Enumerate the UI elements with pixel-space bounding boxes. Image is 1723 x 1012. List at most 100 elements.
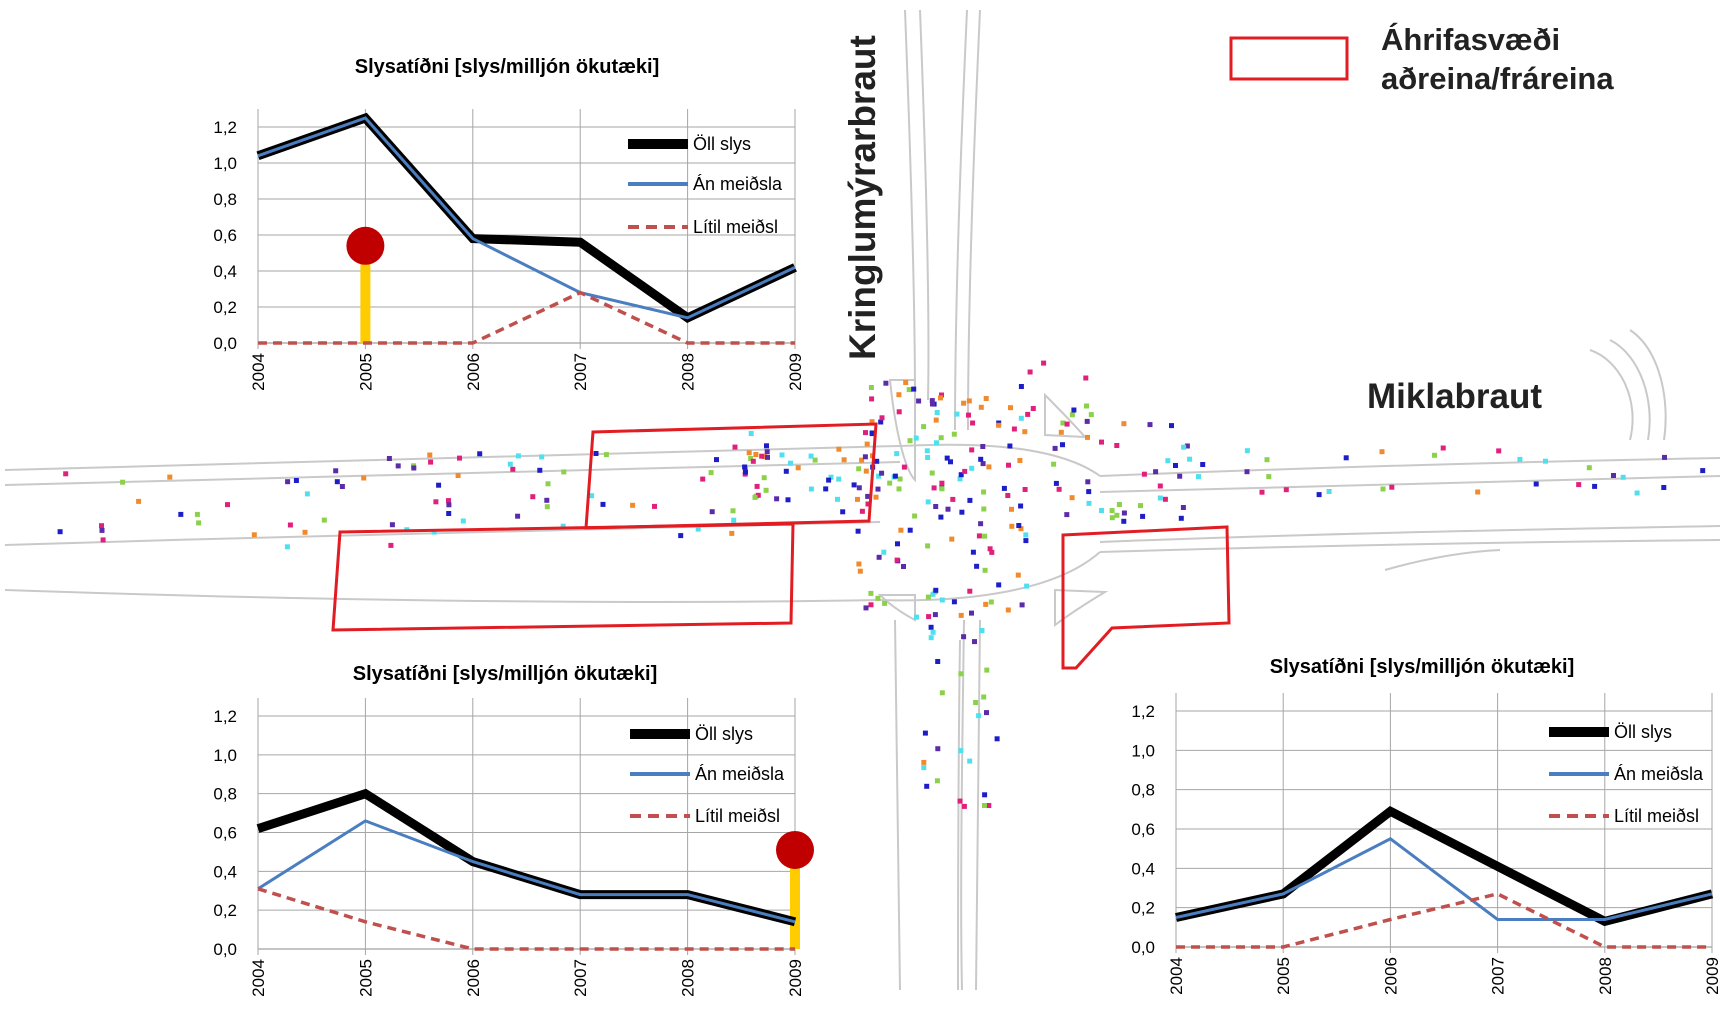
accident-dot <box>1173 463 1178 468</box>
accident-dot <box>783 468 789 474</box>
accident-dot <box>1157 495 1163 501</box>
accident-dot <box>969 465 975 471</box>
chart-bottom-left: Slysatíðni [slys/milljón ökutæki] 0,0 0,2 0… <box>213 663 814 997</box>
accident-dot <box>982 792 988 798</box>
accident-dot <box>1121 421 1127 427</box>
y-tick-label: 1,2 <box>213 707 237 726</box>
accident-dot <box>869 431 875 437</box>
accident-dot <box>921 759 927 765</box>
y-tick-label: 0,2 <box>1131 899 1155 918</box>
accident-dot <box>863 430 868 436</box>
legend-label-line1: Áhrifasvæði <box>1381 22 1560 57</box>
y-tick-label: 1,0 <box>1131 741 1155 760</box>
accident-dots <box>57 360 1706 809</box>
marker-stick <box>360 245 371 343</box>
accident-dot <box>931 485 937 491</box>
accident-dot <box>878 419 884 425</box>
y-tick-label: 0,2 <box>213 901 237 920</box>
accident-dot <box>427 452 433 458</box>
accident-dot <box>560 523 566 529</box>
y-tick-label: 0,0 <box>213 940 237 959</box>
accident-dot <box>868 385 874 390</box>
accident-dot <box>883 380 889 386</box>
accident-dot <box>1440 445 1446 451</box>
accident-dot <box>1011 426 1017 432</box>
accident-dot <box>1169 423 1174 429</box>
legend-label: Öll slys <box>695 724 753 744</box>
accident-dot <box>1053 480 1059 486</box>
accident-dot <box>929 398 935 404</box>
chart-top-left: Slysatíðni [slys/milljón ökutæki] 0,0 0,2 0… <box>213 56 805 391</box>
y-tick-label: 0,6 <box>1131 820 1155 839</box>
accident-dot <box>857 568 863 574</box>
accident-dot <box>1147 422 1153 428</box>
x-tick-label: 2006 <box>464 353 483 391</box>
accident-dot <box>996 422 1002 428</box>
x-tick-label: 2007 <box>571 959 590 997</box>
accident-dot <box>1264 457 1270 463</box>
accident-dot <box>912 513 918 519</box>
accident-dot <box>1157 483 1163 489</box>
accident-dot <box>994 736 1000 742</box>
accident-dot <box>1016 523 1022 528</box>
accident-dot <box>1085 434 1090 440</box>
accident-dot <box>873 494 879 500</box>
accident-dot <box>1138 503 1143 509</box>
accident-dot <box>967 758 973 764</box>
accident-dot <box>1056 486 1062 492</box>
accident-dot <box>933 504 939 509</box>
street-label-kringlumyrarbraut: Kringlumýrarbraut <box>842 35 883 360</box>
accident-dot <box>864 441 870 447</box>
x-tick-label: 2004 <box>249 959 268 997</box>
accident-dot <box>896 392 902 398</box>
accident-dot <box>1187 456 1193 462</box>
accident-dot <box>695 526 701 532</box>
accident-dot <box>933 587 939 593</box>
accident-dot <box>321 517 327 523</box>
accident-dot <box>868 602 874 608</box>
accident-dot <box>903 380 909 385</box>
accident-dot <box>544 504 550 510</box>
accident-dot <box>1005 493 1011 498</box>
accident-dot <box>1086 500 1092 506</box>
accident-dot <box>984 667 990 673</box>
accident-dot <box>855 496 860 502</box>
accident-dot <box>879 470 885 476</box>
accident-dot <box>196 520 202 526</box>
accident-dot <box>958 748 964 754</box>
accident-dot <box>967 588 973 594</box>
x-tick-label: 2009 <box>786 353 805 391</box>
accident-dot <box>120 479 126 485</box>
accident-dot <box>530 494 536 500</box>
y-tick-label: 0,8 <box>213 785 237 804</box>
accident-dot <box>731 517 737 523</box>
accident-dot <box>935 746 941 752</box>
accident-dot <box>1086 489 1092 495</box>
accident-dot <box>882 600 888 606</box>
accident-dot <box>759 453 765 459</box>
legend-swatch <box>1229 36 1349 81</box>
accident-dot <box>1162 496 1168 502</box>
marker-head <box>776 830 814 869</box>
accident-dot <box>925 594 931 600</box>
accident-dot <box>431 529 437 535</box>
accident-dot <box>892 473 898 479</box>
x-tick-label: 2005 <box>356 959 375 997</box>
accident-dot <box>986 464 992 470</box>
y-tick-label: 0,0 <box>213 334 237 353</box>
accident-dot <box>600 501 606 507</box>
accident-dot <box>1140 513 1146 519</box>
accident-dot <box>981 489 987 495</box>
accident-dot <box>979 628 985 633</box>
accident-dot <box>795 465 801 471</box>
accident-dot <box>1008 405 1013 411</box>
accident-dot <box>1517 456 1523 462</box>
accident-dot <box>984 710 989 716</box>
series-line-minor-injury <box>257 887 795 951</box>
accident-dot <box>894 451 900 457</box>
x-tick-label: 2009 <box>786 959 805 997</box>
accident-dot <box>1018 384 1024 389</box>
accident-dot <box>957 798 963 804</box>
accident-dot <box>700 476 706 482</box>
x-tick-label: 2004 <box>1167 957 1186 995</box>
